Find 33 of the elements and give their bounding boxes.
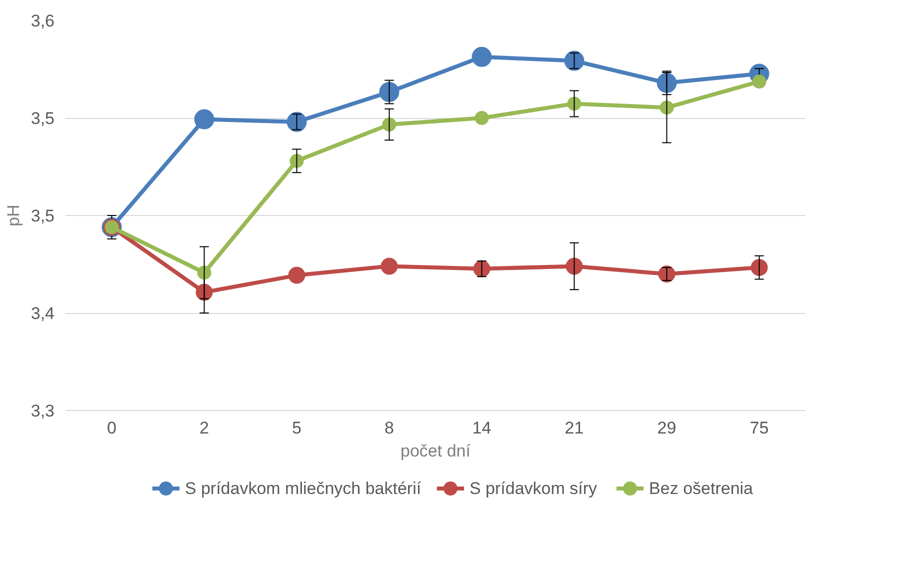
- x-tick-label: 2: [200, 418, 209, 438]
- y-tick-label: 3,3: [30, 402, 55, 420]
- x-tick-label: 21: [564, 418, 584, 438]
- x-axis-title: počet dní: [400, 442, 471, 460]
- point: [197, 266, 212, 280]
- point: [656, 72, 677, 93]
- point: [382, 118, 396, 132]
- point: [660, 100, 674, 115]
- point: [474, 111, 489, 125]
- x-tick-label: 14: [472, 418, 492, 438]
- y-axis-title: pH: [4, 204, 23, 226]
- x-tick-label: 75: [750, 418, 769, 438]
- point: [194, 109, 214, 130]
- y-tick-label: 3,4: [30, 304, 55, 323]
- x-tick-label: 8: [384, 418, 394, 438]
- legend-label: S prídavkom mliečnych baktérií: [184, 479, 422, 498]
- point: [750, 259, 768, 276]
- x-tick-label: 0: [107, 418, 116, 438]
- x-tick-label: 5: [292, 418, 302, 438]
- point: [290, 154, 304, 168]
- point: [567, 96, 582, 111]
- legend-label: Bez ošetrenia: [649, 479, 754, 498]
- y-tick-label: 3,6: [30, 12, 55, 30]
- point: [752, 74, 766, 89]
- point: [380, 258, 398, 275]
- y-tick-label: 3,5: [30, 206, 55, 226]
- point: [379, 82, 400, 102]
- y-tick-label: 3,5: [30, 109, 55, 128]
- point: [472, 46, 492, 67]
- point: [566, 258, 583, 275]
- point: [288, 266, 306, 284]
- x-tick-label: 29: [657, 418, 676, 438]
- legend-label: S prídavkom síry: [469, 479, 598, 498]
